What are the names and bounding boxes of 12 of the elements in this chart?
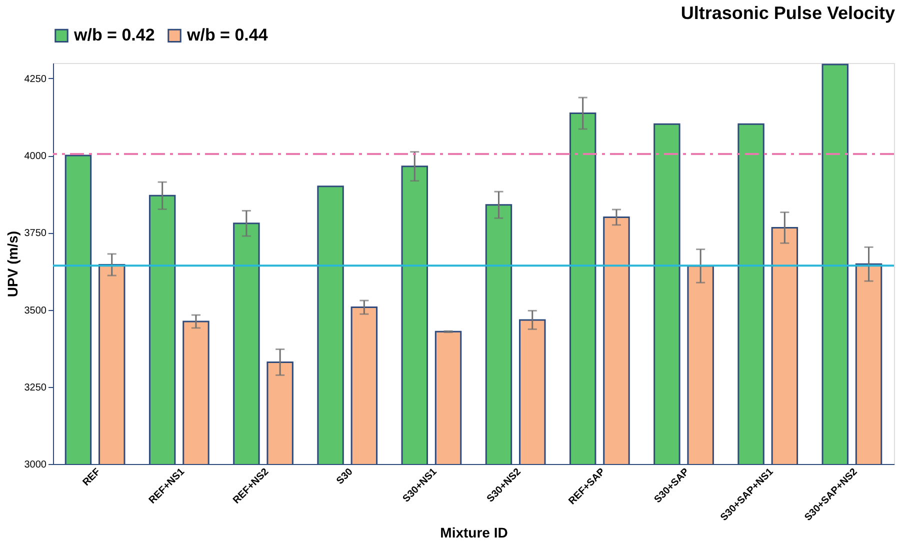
y-tick-label: 3250 (24, 382, 47, 394)
y-tick-label: 3000 (24, 460, 47, 470)
y-tick-label: 3500 (24, 305, 47, 316)
legend-label: w/b = 0.42 (73, 26, 155, 45)
y-tick-label: 3750 (24, 228, 47, 240)
legend-label: w/b = 0.44 (186, 26, 268, 45)
y-axis-title: UPV (m/s) (4, 230, 20, 298)
y-tick-label: 4250 (24, 74, 47, 85)
x-tick-label: S30 (334, 466, 356, 487)
chart-title: Ultrasonic Pulse Velocity (680, 3, 895, 23)
y-tick-label: 4000 (24, 151, 47, 162)
x-axis-title: Mixture ID (440, 524, 508, 541)
